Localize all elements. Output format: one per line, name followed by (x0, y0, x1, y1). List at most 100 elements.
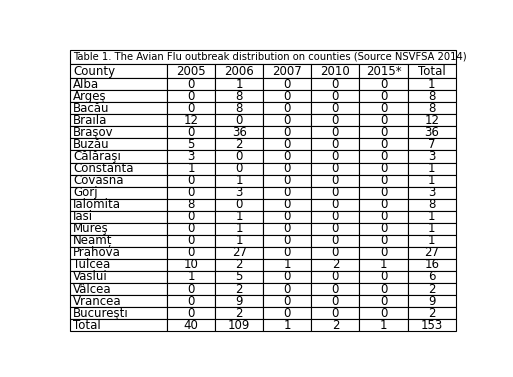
Bar (167, 90, 215, 102)
Text: 0: 0 (380, 294, 387, 308)
Text: 1: 1 (235, 210, 243, 223)
Bar (311, 90, 360, 102)
Bar (70, 199, 167, 211)
Text: 8: 8 (187, 198, 195, 211)
Bar (263, 64, 311, 78)
Text: 27: 27 (232, 246, 247, 259)
Text: Vaslui: Vaslui (73, 270, 108, 284)
Text: 0: 0 (284, 150, 291, 163)
Bar (215, 211, 263, 223)
Text: 0: 0 (235, 198, 243, 211)
Bar (215, 199, 263, 211)
Bar (70, 235, 167, 247)
Bar (263, 247, 311, 259)
Text: 0: 0 (187, 282, 195, 296)
Text: Călăraşi: Călăraşi (73, 150, 121, 163)
Bar (311, 78, 360, 90)
Bar (263, 187, 311, 199)
Text: 0: 0 (235, 162, 243, 175)
Text: 0: 0 (332, 198, 339, 211)
Bar (311, 283, 360, 295)
Bar (215, 187, 263, 199)
Bar (167, 295, 215, 307)
Text: 2: 2 (235, 138, 243, 151)
Bar (360, 211, 408, 223)
Bar (167, 307, 215, 319)
Bar (408, 64, 456, 78)
Text: 109: 109 (228, 319, 250, 332)
Text: 0: 0 (380, 174, 387, 187)
Bar (263, 283, 311, 295)
Text: Total: Total (73, 319, 101, 332)
Text: Buzău: Buzău (73, 138, 110, 151)
Text: 1: 1 (428, 162, 436, 175)
Bar (408, 175, 456, 187)
Bar (360, 283, 408, 295)
Bar (311, 199, 360, 211)
Bar (167, 247, 215, 259)
Text: Ialomita: Ialomita (73, 198, 121, 211)
Bar (167, 162, 215, 175)
Bar (70, 138, 167, 150)
Bar (263, 307, 311, 319)
Bar (360, 199, 408, 211)
Text: 1: 1 (235, 174, 243, 187)
Text: 0: 0 (284, 78, 291, 91)
Bar (263, 235, 311, 247)
Text: 0: 0 (284, 270, 291, 284)
Bar (70, 114, 167, 126)
Text: 0: 0 (332, 294, 339, 308)
Text: 0: 0 (380, 234, 387, 247)
Bar (167, 283, 215, 295)
Text: 0: 0 (187, 294, 195, 308)
Text: Alba: Alba (73, 78, 100, 91)
Text: Total: Total (418, 65, 446, 78)
Text: 0: 0 (380, 270, 387, 284)
Bar (263, 199, 311, 211)
Bar (360, 102, 408, 114)
Bar (70, 259, 167, 271)
Text: 0: 0 (332, 222, 339, 235)
Bar (70, 50, 456, 64)
Bar (408, 235, 456, 247)
Text: 0: 0 (187, 234, 195, 247)
Text: 0: 0 (187, 102, 195, 115)
Bar (360, 307, 408, 319)
Bar (70, 223, 167, 235)
Text: 0: 0 (284, 307, 291, 320)
Bar (263, 126, 311, 138)
Text: 0: 0 (235, 150, 243, 163)
Bar (360, 175, 408, 187)
Bar (360, 162, 408, 175)
Text: 1: 1 (428, 222, 436, 235)
Bar (408, 319, 456, 331)
Bar (263, 90, 311, 102)
Text: 1: 1 (235, 234, 243, 247)
Text: 0: 0 (332, 90, 339, 103)
Text: 0: 0 (284, 162, 291, 175)
Text: 1: 1 (235, 78, 243, 91)
Bar (70, 126, 167, 138)
Text: 9: 9 (428, 294, 436, 308)
Bar (408, 114, 456, 126)
Bar (408, 283, 456, 295)
Text: 153: 153 (421, 319, 443, 332)
Bar (263, 223, 311, 235)
Text: 0: 0 (284, 282, 291, 296)
Text: 0: 0 (332, 307, 339, 320)
Bar (215, 162, 263, 175)
Bar (167, 114, 215, 126)
Text: 0: 0 (332, 150, 339, 163)
Bar (408, 223, 456, 235)
Bar (215, 138, 263, 150)
Text: 0: 0 (284, 294, 291, 308)
Text: 9: 9 (235, 294, 243, 308)
Bar (408, 211, 456, 223)
Bar (263, 150, 311, 162)
Bar (408, 307, 456, 319)
Text: 0: 0 (332, 126, 339, 139)
Text: 0: 0 (380, 307, 387, 320)
Bar (408, 162, 456, 175)
Bar (263, 78, 311, 90)
Text: 0: 0 (380, 210, 387, 223)
